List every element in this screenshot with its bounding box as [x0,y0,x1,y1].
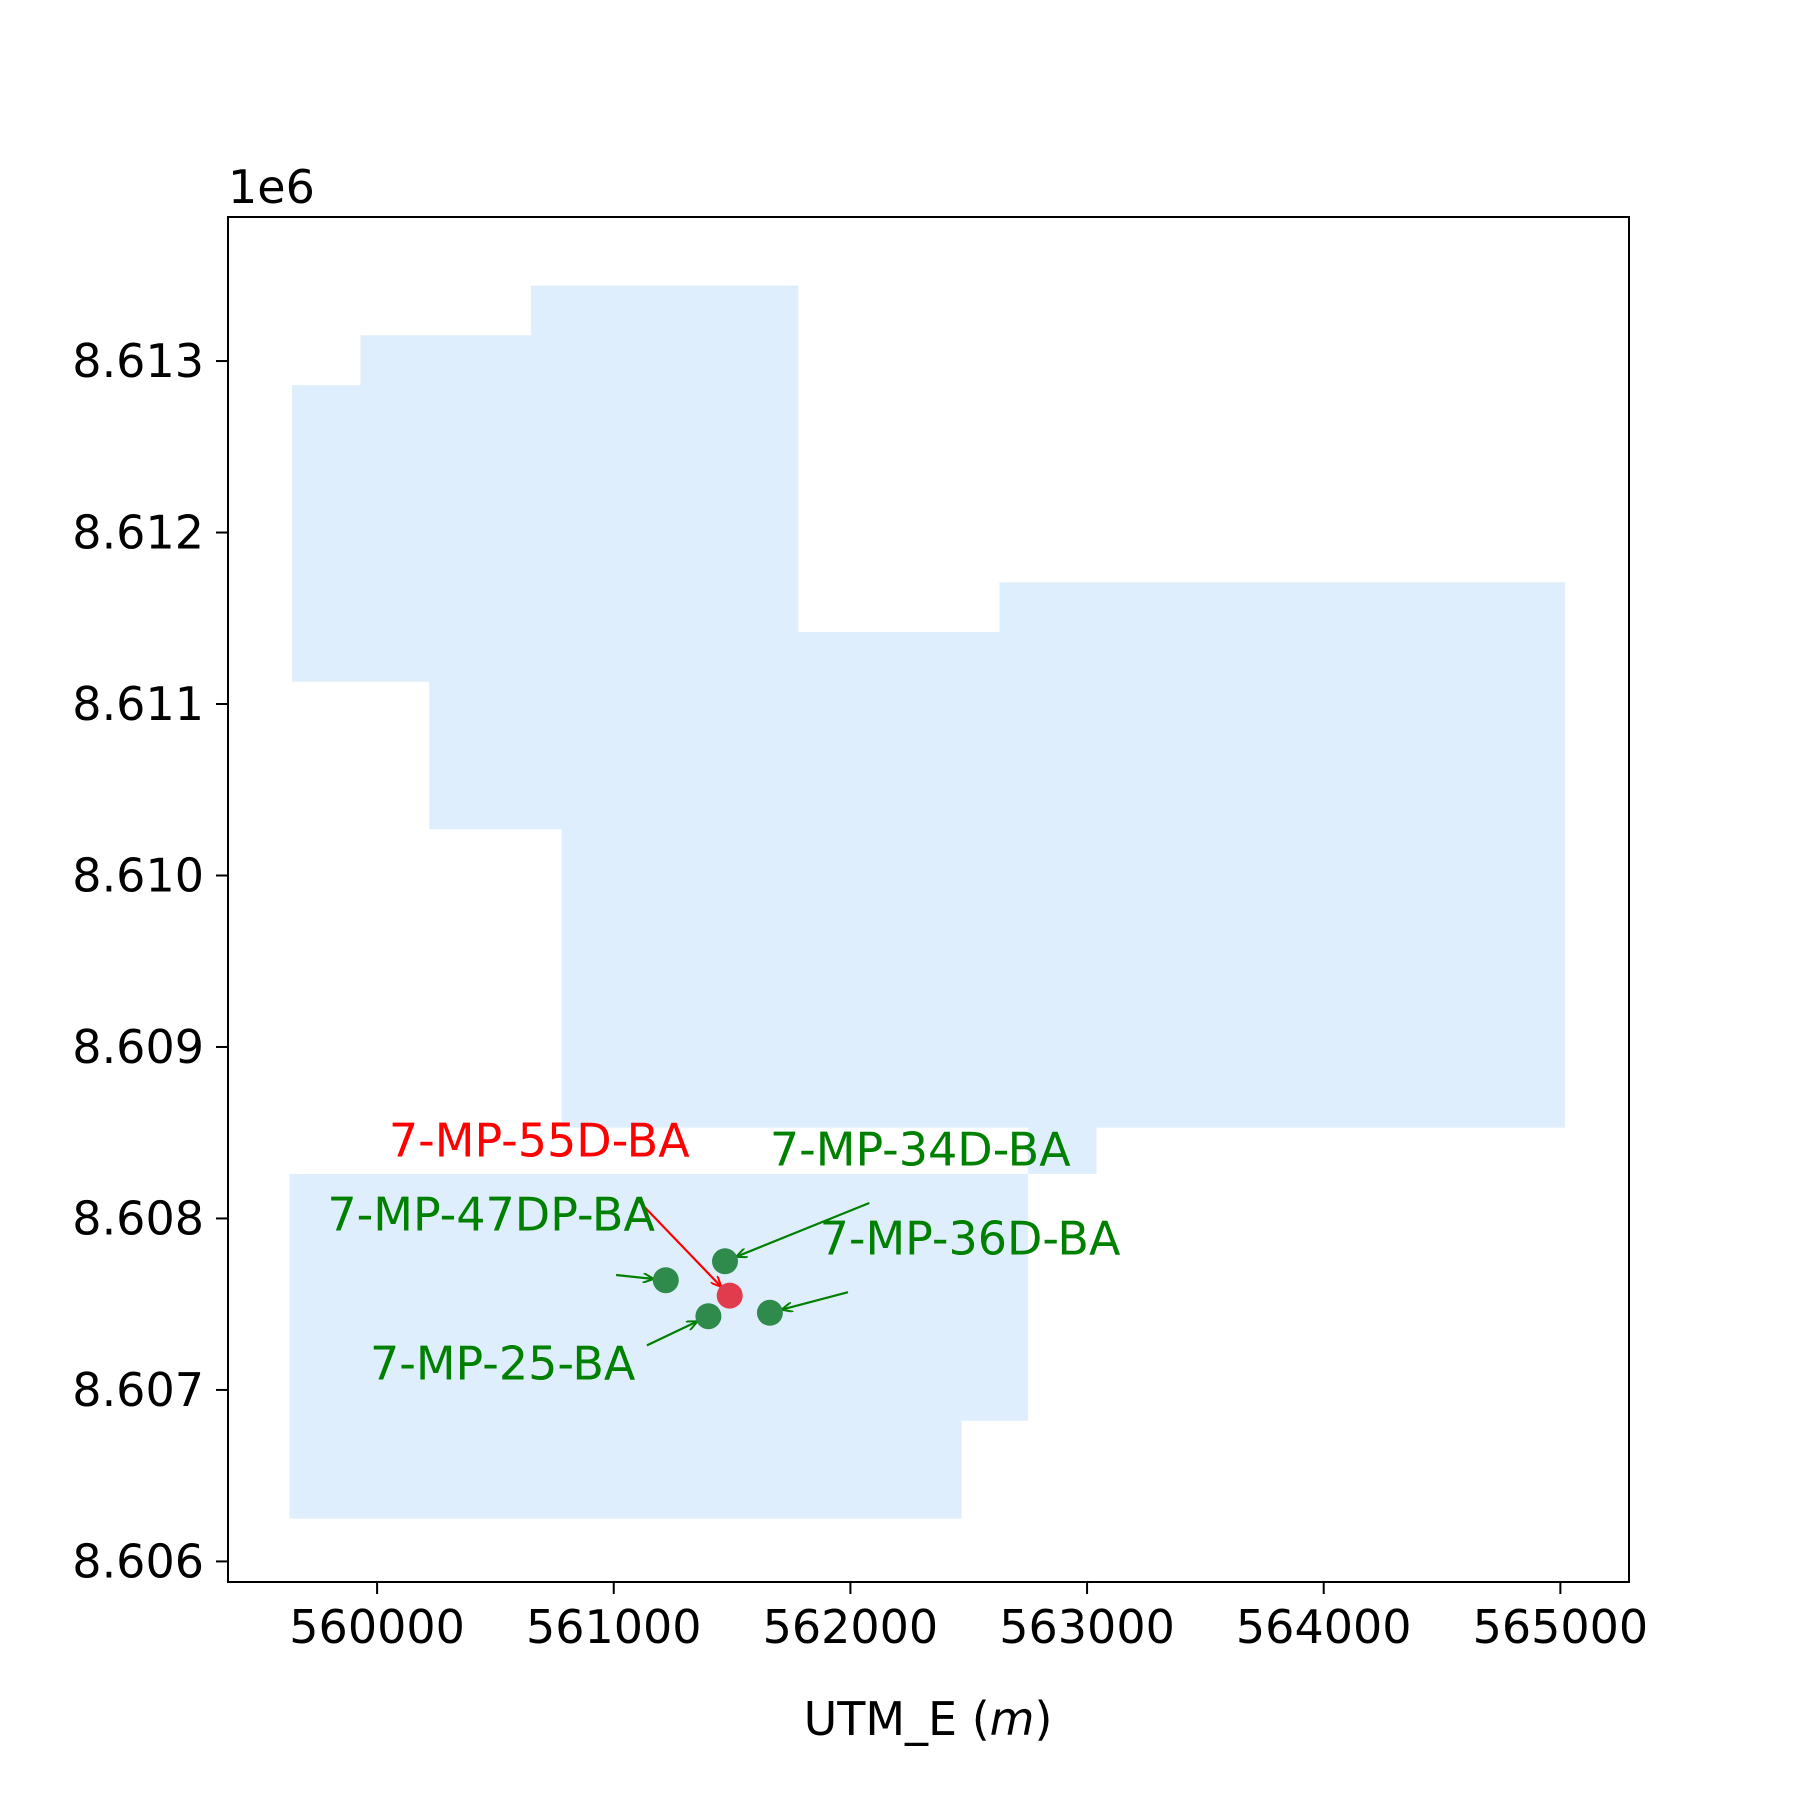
plot-area-frame [227,216,1630,1583]
x-axis-ticks: 560000 561000 562000 563000 564000 565000 [289,1582,1648,1654]
label-7-mp-36d-ba: 7-MP-36D-BA [820,1212,1121,1266]
arrow-7-mp-55d-ba [636,1198,721,1287]
point-7-mp-47dp-ba [652,1267,679,1294]
x-tick-label: 564000 [1236,1600,1412,1654]
y-tick-label: 8.607 [72,1363,204,1417]
point-7-mp-55d-ba [716,1282,743,1309]
y-tick-label: 8.611 [72,677,204,731]
y-tick-label: 8.608 [72,1191,204,1245]
y-tick-label: 8.609 [72,1020,204,1074]
well-labels: 7-MP-55D-BA 7-MP-34D-BA 7-MP-47DP-BA 7-MP-3… [327,1114,1121,1391]
arrow-7-mp-36d-ba [782,1291,849,1310]
coverage-region-1 [291,285,1566,1128]
y-axis-ticks: 8.606 8.607 8.608 8.609 8.610 8.611 8.612 8.613 [72,334,228,1588]
arrow-7-mp-47dp-ba [615,1275,654,1279]
x-tick-label: 562000 [763,1600,939,1654]
arrow-7-mp-25-ba [646,1321,698,1347]
y-tick-label: 8.606 [72,1534,204,1588]
label-7-mp-47dp-ba: 7-MP-47DP-BA [327,1188,655,1242]
label-7-mp-34d-ba: 7-MP-34D-BA [770,1122,1071,1176]
x-tick-label: 563000 [999,1600,1175,1654]
y-tick-label: 8.610 [72,848,204,902]
y-axis-offset-text: 1e6 [228,160,315,214]
x-axis-label: UTM_E (m) [804,1692,1053,1746]
coverage-regions [289,285,1566,1519]
annotation-arrows [615,1198,870,1347]
x-tick-label: 560000 [289,1600,465,1654]
x-axis-label-text: UTM_E [804,1692,958,1746]
point-7-mp-36d-ba [756,1299,783,1326]
arrow-7-mp-34d-ba [736,1201,870,1257]
x-axis-label-unit: m [990,1692,1035,1746]
well-points [652,1248,783,1330]
x-tick-label: 565000 [1473,1600,1649,1654]
x-tick-label: 561000 [526,1600,702,1654]
label-7-mp-25-ba: 7-MP-25-BA [370,1337,636,1391]
label-7-mp-55d-ba: 7-MP-55D-BA [389,1114,690,1168]
point-7-mp-34d-ba [712,1248,738,1275]
y-tick-label: 8.612 [72,506,204,560]
point-7-mp-25-ba [695,1303,722,1330]
y-tick-label: 8.613 [72,334,204,388]
